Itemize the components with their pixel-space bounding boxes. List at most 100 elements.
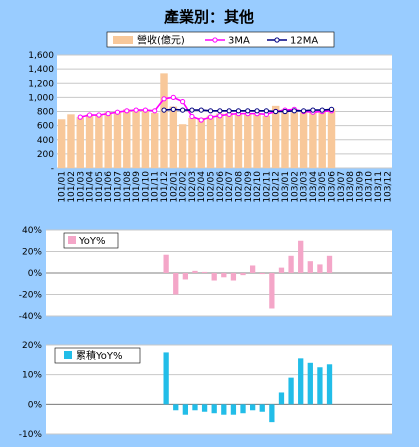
x-tick-label: 103/11	[374, 171, 384, 203]
ma12-point	[282, 108, 288, 115]
yoy-bar	[326, 255, 333, 273]
ma12-point	[328, 106, 335, 112]
x-tick-label: 101/12	[160, 171, 170, 203]
ma12-point	[189, 107, 195, 113]
ma3-point	[198, 117, 204, 123]
x-tick-label: 102/12	[272, 171, 282, 203]
ma12-point	[319, 107, 325, 113]
main-bar	[178, 124, 187, 168]
main-y-tick-label: 600	[37, 122, 54, 132]
legend-swatch-yoy	[68, 236, 76, 244]
yoy-bar	[249, 265, 256, 273]
cum-yoy-bar	[221, 404, 227, 415]
cum-yoy-y-tick-label: 20%	[22, 341, 42, 351]
chart-title: 產業別：其他	[163, 8, 254, 26]
x-tick-label: 101/04	[86, 171, 96, 203]
x-tick-label: 101/06	[104, 171, 114, 203]
x-tick-label: 101/10	[141, 171, 151, 203]
main-y-tick-label: 400	[37, 136, 54, 146]
x-tick-label: 101/03	[76, 171, 86, 203]
cum-yoy-legend-box	[54, 347, 141, 364]
main-bar	[67, 114, 75, 168]
main-bar	[253, 113, 261, 168]
cum-yoy-y-tick-label: 10%	[22, 371, 42, 381]
yoy-bar	[307, 261, 313, 273]
ma3-point	[133, 107, 139, 113]
ma12-point	[207, 108, 214, 114]
yoy-bar	[259, 273, 265, 275]
cum-yoy-bar	[298, 358, 304, 405]
yoy-bar	[288, 255, 294, 273]
yoy-y-tick-label: -40%	[19, 312, 43, 322]
main-bar	[309, 111, 317, 168]
text-layer: 產業別：其他 1,600 1,400 1,200 1,000 800 600 400 200 -…	[19, 8, 394, 440]
main-y-tick-label: -	[51, 164, 54, 174]
main-y-tick-label: 1,000	[28, 93, 54, 103]
ma3-point	[114, 109, 121, 115]
yoy-y-tick-label: -20%	[19, 291, 43, 301]
cum-yoy-y-tick-label: -10%	[19, 430, 43, 440]
ma12-point	[235, 108, 242, 114]
ma3-line	[80, 96, 332, 121]
main-bar	[262, 115, 271, 168]
ma12-point	[170, 106, 176, 112]
cum-yoy-bar	[288, 377, 294, 405]
ma12-point	[310, 107, 316, 113]
x-tick-label: 101/01	[58, 171, 68, 203]
main-bar	[225, 112, 233, 168]
mark-layer	[57, 73, 336, 423]
yoy-y-tick-label: 40%	[22, 226, 42, 236]
main-y-tick-label: 1,200	[28, 79, 54, 89]
ma3-point	[189, 113, 195, 120]
x-tick-label: 102/08	[234, 171, 244, 203]
ma12-point	[300, 108, 307, 114]
legend-marker-ma3	[212, 37, 218, 43]
yoy-bar	[221, 273, 227, 278]
ma3-point	[105, 111, 111, 117]
yoy-bar	[173, 273, 179, 295]
legend-marker-ma12	[274, 37, 280, 43]
cum-yoy-bar	[269, 404, 275, 423]
main-bar	[206, 115, 215, 168]
x-tick-label: 102/11	[262, 171, 272, 203]
cum-yoy-bar	[163, 352, 169, 405]
main-bar	[160, 73, 168, 168]
ma12-point	[161, 107, 167, 113]
x-tick-label: 102/04	[197, 171, 207, 203]
cum-yoy-bar	[182, 404, 189, 415]
main-y-tick-label: 1,400	[28, 65, 54, 75]
main-bar	[327, 108, 336, 168]
main-bar	[123, 109, 131, 168]
x-tick-label: 103/05	[318, 171, 328, 203]
legend-label-yoy: YoY%	[78, 236, 106, 247]
main-bar	[169, 106, 178, 168]
yoy-y-tick-label: 20%	[22, 248, 42, 258]
legend-label-revenue: 營收(億元)	[137, 34, 185, 47]
yoy-bar	[182, 273, 189, 280]
x-tick-label: 101/05	[95, 171, 105, 203]
x-tick-label: 103/09	[355, 171, 365, 203]
yoy-legend-box	[63, 232, 119, 249]
ma3-point	[207, 114, 214, 120]
x-tick-label: 103/06	[328, 171, 338, 203]
ma12-point	[217, 108, 223, 114]
cum-yoy-bar	[211, 404, 217, 414]
x-tick-label: 101/08	[123, 171, 133, 203]
cum-yoy-bar	[192, 404, 198, 411]
x-tick-label: 102/09	[244, 171, 254, 203]
yoy-bar	[278, 267, 285, 273]
yoy-bar	[201, 271, 208, 273]
ma3-point	[170, 94, 176, 100]
legend-layer: 營收(億元) 3MA 12MA YoY% 累積YoY%	[54, 31, 335, 364]
ma12-point	[263, 108, 269, 114]
legend-swatch-revenue	[113, 36, 133, 44]
main-bar	[281, 109, 289, 168]
yoy-bar	[211, 273, 217, 281]
legend-swatch-cum-yoy	[64, 351, 72, 359]
main-bar	[57, 119, 66, 168]
main-bar	[234, 114, 243, 168]
x-tick-label: 102/03	[188, 171, 198, 203]
main-bar	[299, 112, 308, 168]
ma3-point	[152, 108, 158, 114]
